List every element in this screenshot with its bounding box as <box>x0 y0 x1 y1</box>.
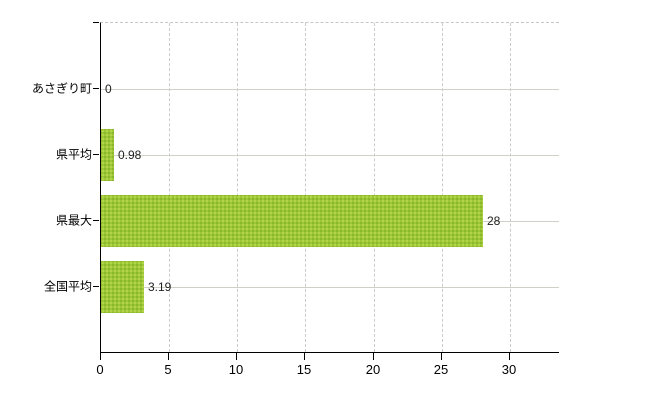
bar-value-label-2: 28 <box>487 214 501 228</box>
bar-value-label-0: 0 <box>105 82 112 96</box>
y-axis-tick-1 <box>93 154 99 155</box>
category-label-2: 県最大 <box>55 213 92 228</box>
gridline-x-20 <box>373 23 375 352</box>
gridline-category-3 <box>101 287 559 288</box>
bar-1 <box>101 129 114 181</box>
gridline-x-5 <box>169 23 171 352</box>
category-label-3: 全国平均 <box>43 279 92 294</box>
y-axis-tick-2 <box>93 220 99 221</box>
gridline-x-10 <box>237 23 239 352</box>
x-axis-tick-15 <box>304 353 305 360</box>
x-axis-label-20: 20 <box>365 362 381 377</box>
bar-2 <box>101 195 483 247</box>
gridline-x-30 <box>509 23 511 352</box>
x-axis-tick-25 <box>441 353 442 360</box>
gridline-category-0 <box>101 89 559 90</box>
gridline-x-15 <box>305 23 307 352</box>
y-axis-tick-3 <box>93 286 99 287</box>
x-axis-label-0: 0 <box>96 362 104 377</box>
x-axis-label-25: 25 <box>433 362 449 377</box>
x-axis-tick-labels: 0 5 10 15 20 25 30 <box>96 362 559 380</box>
x-axis-tick-20 <box>373 353 374 360</box>
gridline-x-25 <box>441 23 443 352</box>
x-axis-label-15: 15 <box>296 362 312 377</box>
bar-value-label-1: 0.98 <box>118 148 142 162</box>
x-axis-label-30: 30 <box>501 362 517 377</box>
x-axis-tick-0 <box>100 353 101 360</box>
category-label-0: あさぎり町 <box>31 81 92 96</box>
x-axis-label-10: 10 <box>228 362 244 377</box>
bar-3 <box>101 261 144 313</box>
x-axis-tick-30 <box>509 353 510 360</box>
x-axis-tick-10 <box>236 353 237 360</box>
y-axis-top-tick <box>93 22 99 23</box>
x-axis-label-5: 5 <box>164 362 172 377</box>
category-label-1: 県平均 <box>55 147 92 162</box>
plot-area: 0 0.98 28 3.19 <box>100 22 559 353</box>
gridline-category-1 <box>101 155 559 156</box>
x-axis-tick-marks <box>100 353 559 361</box>
bar-value-label-3: 3.19 <box>148 280 172 294</box>
x-axis-tick-5 <box>168 353 169 360</box>
y-axis-tick-0 <box>93 88 99 89</box>
y-axis-category-labels: あさぎり町県平均県最大全国平均 <box>0 22 99 353</box>
